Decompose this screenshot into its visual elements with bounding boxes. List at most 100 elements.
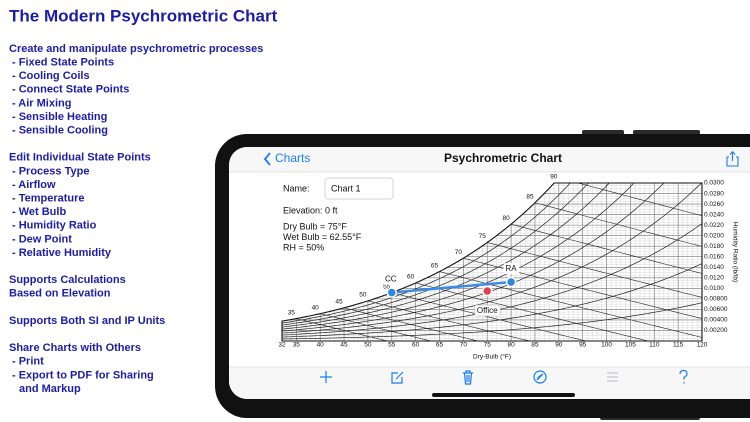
rh-curve <box>282 263 702 338</box>
state-point-label: CC <box>382 273 399 285</box>
delete-button[interactable] <box>463 370 473 385</box>
wet-bulb-line <box>391 292 588 341</box>
x-tick-label: 115 <box>673 342 684 349</box>
name-label: Name: <box>283 183 310 193</box>
state-point-name: CC <box>385 275 397 284</box>
y-tick-label: 0.0280 <box>704 190 724 197</box>
name-field[interactable] <box>324 177 394 200</box>
feature-item: - Air Mixing <box>12 97 71 109</box>
x-tick-label: 75 <box>484 342 492 349</box>
wet-bulb-line <box>487 242 702 299</box>
x-tick-label: 95 <box>579 342 587 349</box>
state-line: Wet Bulb = 62.55°F <box>283 232 362 242</box>
feature-item: - Airflow <box>12 179 56 191</box>
x-tick-label: 65 <box>436 342 444 349</box>
wet-bulb-line <box>343 307 483 341</box>
feature-item: - Sensible Cooling <box>12 125 108 137</box>
wet-bulb-line <box>439 271 702 339</box>
back-chevron[interactable] <box>263 152 271 166</box>
feature-item: - Process Type <box>12 165 89 177</box>
x-tick-label: 60 <box>412 342 420 349</box>
wet-bulb-label: 65 <box>431 262 439 269</box>
x-tick-label: 80 <box>507 342 515 349</box>
feature-heading: Share Charts with Others <box>9 342 141 354</box>
x-tick-label: 70 <box>460 342 468 349</box>
x-tick-label: 90 <box>555 342 563 349</box>
x-tick-label: 100 <box>601 342 612 349</box>
back-button[interactable]: Charts <box>275 151 310 165</box>
feature-item: - Humidity Ratio <box>12 220 97 232</box>
rh-curve <box>282 302 702 340</box>
y-tick-label: 0.0200 <box>704 232 724 239</box>
wet-bulb-line <box>558 183 702 218</box>
edit-button[interactable] <box>391 371 404 384</box>
y-tick-label: 0.00600 <box>704 306 728 313</box>
wet-bulb-line <box>367 300 531 341</box>
elevation: Elevation: 0 ft <box>283 205 338 215</box>
feature-heading: Based on Elevation <box>9 288 111 300</box>
state-point-name: Office <box>477 306 498 315</box>
y-tick-label: 0.0100 <box>704 285 724 292</box>
y-tick-label: 0.0300 <box>704 180 724 187</box>
state-line: Dry Bulb = 75°F <box>283 221 347 231</box>
x-tick-label: 50 <box>364 342 372 349</box>
wet-bulb-label: 55 <box>383 283 391 290</box>
y-tick-label: 0.00800 <box>704 296 728 303</box>
wet-bulb-line <box>534 202 702 248</box>
rh-curve <box>282 183 702 324</box>
wet-bulb-label: 80 <box>502 215 510 222</box>
wet-bulb-label: 45 <box>335 299 343 306</box>
feature-item: - Fixed State Points <box>12 57 114 69</box>
rh-curve <box>282 183 702 326</box>
list-button <box>607 372 618 382</box>
wet-bulb-label: 75 <box>479 233 487 240</box>
label-bg <box>503 263 520 275</box>
x-tick-label: 32 <box>278 342 286 349</box>
wet-bulb-label: 40 <box>312 304 320 311</box>
state-point[interactable] <box>481 285 493 297</box>
add-button[interactable] <box>320 371 332 383</box>
rh-curve <box>282 183 702 328</box>
x-tick-label: 85 <box>531 342 539 349</box>
state-line: RH = 50% <box>283 242 324 252</box>
headline: The Modern Psychrometric Chart <box>9 6 278 25</box>
feature-item: - Cooling Coils <box>12 70 90 82</box>
feature-item: and Markup <box>19 383 81 395</box>
wet-bulb-line <box>511 223 702 276</box>
y-tick-label: 0.0160 <box>704 253 724 260</box>
chart-outline <box>281 182 703 342</box>
state-point[interactable] <box>386 287 398 298</box>
label-bg <box>382 273 399 285</box>
nav-title: Psychrometric Chart <box>444 151 562 165</box>
navigate-button[interactable] <box>533 370 547 384</box>
process-line <box>391 280 512 294</box>
feature-item: - Temperature <box>12 193 85 205</box>
y-tick-label: 0.0180 <box>704 243 724 250</box>
wet-bulb-line <box>296 318 392 341</box>
wet-bulb-label: 85 <box>526 193 534 200</box>
screen: Charts Psychrometric Chart Name: Chart 1… <box>229 147 750 399</box>
home-indicator <box>432 393 575 397</box>
label-bg <box>474 304 501 317</box>
feature-item: - Print <box>12 356 44 368</box>
y-tick-label: 0.00400 <box>704 317 728 324</box>
feature-heading: Supports Both SI and IP Units <box>9 315 165 327</box>
feature-item: - Connect State Points <box>12 84 129 96</box>
help-button[interactable] <box>679 369 688 384</box>
feature-list: Create and manipulate psychrometric proc… <box>9 43 263 395</box>
y-tick-label: 0.0140 <box>704 264 724 271</box>
x-tick-label: 55 <box>388 342 396 349</box>
wet-bulb-label: 50 <box>359 292 367 299</box>
x-tick-label: 110 <box>649 342 660 349</box>
share-button[interactable] <box>726 151 739 167</box>
x-tick-label: 35 <box>293 342 301 349</box>
name-value[interactable]: Chart 1 <box>331 183 361 193</box>
state-point-label: Office <box>474 304 501 317</box>
feature-item: - Relative Humidity <box>12 247 112 259</box>
wet-bulb-label: 90 <box>550 174 558 181</box>
state-point-name: RA <box>506 264 518 273</box>
state-point[interactable] <box>505 276 517 288</box>
feature-heading: Supports Calculations <box>9 274 126 286</box>
feature-heading: Edit Individual State Points <box>9 152 151 164</box>
